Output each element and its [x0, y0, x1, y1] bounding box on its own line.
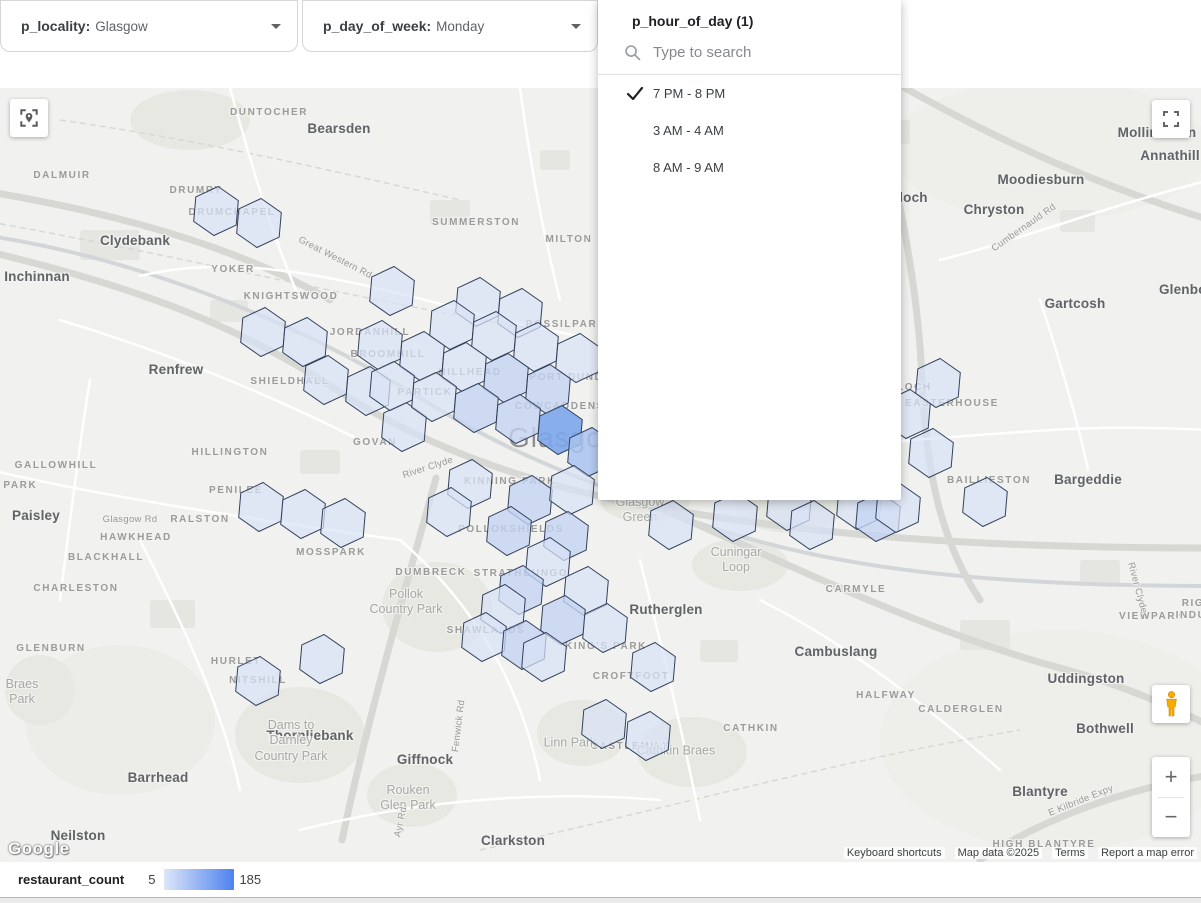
dropdown-option-label: 8 AM - 9 AM: [653, 160, 724, 175]
hex-bin[interactable]: [461, 611, 507, 663]
report-map-error-link[interactable]: Report a map error: [1098, 847, 1197, 859]
filter-value: Glasgow: [95, 18, 148, 34]
chevron-down-icon: [271, 23, 281, 29]
filter-value: Monday: [436, 18, 485, 34]
hex-bin[interactable]: [521, 631, 567, 683]
hex-bin[interactable]: [236, 197, 282, 249]
filter-chip-locality[interactable]: p_locality: Glasgow: [0, 0, 298, 52]
hex-bin[interactable]: [648, 499, 694, 551]
river-clyde: [0, 235, 1201, 588]
pegman-button[interactable]: [1152, 685, 1190, 723]
hex-bin[interactable]: [581, 698, 627, 750]
horizontal-scrollbar[interactable]: [0, 897, 1201, 903]
map-attribution: Keyboard shortcuts Map data ©2025 Terms …: [843, 847, 1197, 859]
search-icon: [625, 45, 641, 61]
legend-gradient-bar: [164, 869, 235, 890]
legend-min-value: 5: [148, 872, 156, 887]
dropdown-option[interactable]: 7 PM - 8 PM: [598, 75, 901, 112]
hex-bin[interactable]: [282, 316, 328, 368]
filter-chip-day-of-week[interactable]: p_day_of_week: Monday: [302, 0, 598, 52]
hex-bin[interactable]: [238, 481, 284, 533]
hex-bin[interactable]: [193, 185, 239, 237]
dropdown-option-label: 3 AM - 4 AM: [653, 123, 724, 138]
hex-bin[interactable]: [789, 499, 835, 551]
hex-bin[interactable]: [582, 602, 628, 654]
recenter-map-button[interactable]: [10, 99, 48, 137]
checkmark-icon: [626, 86, 646, 102]
dropdown-search-row: [598, 29, 901, 75]
keyboard-shortcuts-link[interactable]: Keyboard shortcuts: [843, 847, 945, 859]
dropdown-title: p_hour_of_day (1): [632, 13, 754, 29]
filter-name: p_day_of_week:: [323, 18, 432, 34]
chevron-down-icon: [571, 23, 581, 29]
pegman-icon: [1165, 691, 1177, 717]
dropdown-option[interactable]: 8 AM - 9 AM: [598, 149, 901, 186]
fullscreen-button[interactable]: [1152, 100, 1190, 138]
hex-bin[interactable]: [320, 497, 366, 549]
legend-metric-name: restaurant_count: [18, 872, 125, 887]
hex-bin[interactable]: [513, 321, 559, 373]
hex-bin[interactable]: [915, 357, 961, 409]
hex-bin[interactable]: [369, 265, 415, 317]
hex-bin[interactable]: [453, 382, 499, 434]
hex-bin[interactable]: [299, 633, 345, 685]
hex-bin[interactable]: [486, 505, 532, 557]
hex-bin[interactable]: [426, 486, 472, 538]
hex-bin[interactable]: [240, 306, 286, 358]
hex-bin[interactable]: [525, 536, 571, 588]
dropdown-option[interactable]: 3 AM - 4 AM: [598, 112, 901, 149]
hex-bin[interactable]: [429, 299, 475, 351]
zoom-in-button[interactable]: +: [1164, 763, 1178, 789]
checkmark-placeholder: [626, 160, 646, 176]
hex-bin[interactable]: [280, 488, 326, 540]
hex-bin[interactable]: [369, 360, 415, 412]
hex-bin[interactable]: [625, 710, 671, 762]
hex-bin[interactable]: [712, 491, 758, 543]
hex-bin[interactable]: [495, 393, 541, 445]
dropdown-options: 7 PM - 8 PM 3 AM - 4 AM 8 AM - 9 AM: [598, 75, 901, 186]
terms-link[interactable]: Terms: [1052, 847, 1089, 859]
map-data-copyright: Map data ©2025: [954, 847, 1043, 859]
scan-location-icon: [20, 109, 38, 127]
google-logo[interactable]: Google: [8, 839, 70, 858]
hex-bin[interactable]: [303, 354, 349, 406]
filter-dropdown-panel: p_hour_of_day (1) 7 PM - 8 PM 3 AM - 4 AM…: [598, 0, 901, 500]
filter-name: p_locality:: [21, 18, 91, 34]
fullscreen-icon: [1163, 111, 1179, 127]
legend-max-value: 185: [239, 872, 262, 887]
zoom-out-button[interactable]: −: [1164, 804, 1178, 830]
hex-bin[interactable]: [471, 310, 517, 362]
checkmark-placeholder: [626, 123, 646, 139]
zoom-divider: [1158, 796, 1184, 798]
hex-bin[interactable]: [235, 655, 281, 707]
zoom-control: + −: [1152, 757, 1190, 837]
search-input[interactable]: [651, 43, 871, 62]
dropdown-option-label: 7 PM - 8 PM: [653, 86, 726, 101]
legend: restaurant_count 5 185: [0, 862, 1201, 897]
hex-bin[interactable]: [962, 476, 1008, 528]
hex-bin[interactable]: [908, 427, 954, 479]
hex-bin[interactable]: [630, 641, 676, 693]
